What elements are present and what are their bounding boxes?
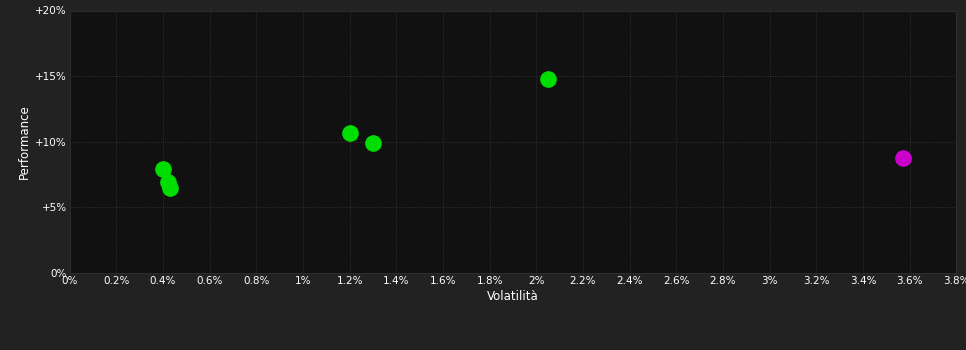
Y-axis label: Performance: Performance bbox=[17, 104, 31, 179]
X-axis label: Volatilità: Volatilità bbox=[487, 290, 539, 303]
